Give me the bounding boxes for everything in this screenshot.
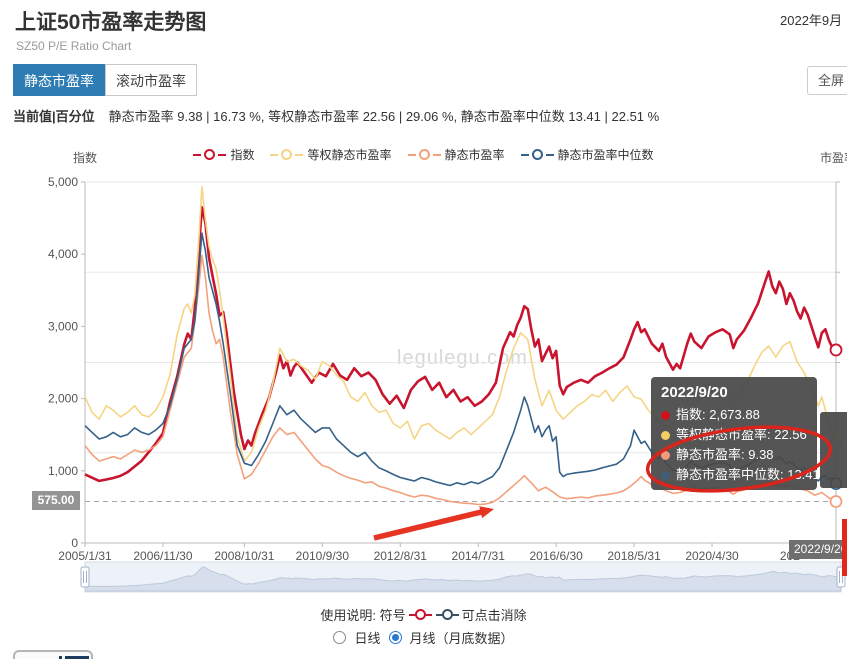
x-axis-tick-label: 2014/7/31 <box>452 549 506 563</box>
legend-symbol-dark-icon <box>435 609 459 620</box>
y-axis-tick-label: 4,000 <box>48 247 78 261</box>
tooltip-row-index: 指数: 2,673.88 <box>661 405 807 425</box>
series-dot-icon <box>661 430 670 440</box>
watermark: legulegu.com <box>397 347 528 369</box>
x-axis-tick-label: 2020/4/30 <box>685 549 739 563</box>
series-dot-icon <box>661 410 670 420</box>
tab-static-pe[interactable]: 静态市盈率 <box>13 64 105 96</box>
bottom-left-clipped-button[interactable] <box>13 650 93 659</box>
usage-instructions: 使用说明: 符号 可点击消除 <box>320 608 527 623</box>
button-glyph-icon <box>59 656 62 659</box>
current-value-row: 当前值|百分位 静态市盈率 9.38 | 16.73 %, 等权静态市盈率 22.… <box>13 106 659 125</box>
right-axis-name: 市盈率 <box>820 151 847 165</box>
navigator-silhouette <box>84 566 842 592</box>
chart-legend: 指数 等权静态市盈率 静态市盈率 静态市盈率中位数 <box>0 146 847 163</box>
x-axis-tick-label: 2006/11/30 <box>133 549 192 563</box>
tooltip-date: 2022/9/20 <box>661 384 728 401</box>
tab-rolling-pe[interactable]: 滚动市盈率 <box>105 64 197 96</box>
x-axis-tick-label: 2010/9/30 <box>296 549 350 563</box>
legend-symbol-red-icon <box>408 609 432 620</box>
tooltip-row-median-pe: 静态市盈率中位数: 13.41 <box>661 465 820 485</box>
series-line-指数 <box>84 206 837 483</box>
x-axis-tick-label: 2012/8/31 <box>374 549 428 563</box>
legend-item-静态市盈率中位数[interactable]: 静态市盈率中位数 <box>520 146 654 163</box>
clipped-red-element <box>842 519 847 576</box>
series-dot-icon <box>661 450 670 460</box>
chart-tooltip: 2022/9/20 指数: 2,673.88 等权静态市盈率: 22.56 静态… <box>651 377 820 490</box>
button-glyph-icon <box>65 656 89 659</box>
header-date: 2022年9月 <box>780 13 843 28</box>
monthly-radio-label[interactable]: 月线（月底数据） <box>409 631 514 646</box>
y-axis-tick-label: 5,000 <box>48 175 78 189</box>
axis-pointer-value-badge-clipped <box>820 412 847 488</box>
legend-item-静态市盈率[interactable]: 静态市盈率 <box>407 146 505 163</box>
x-axis-tick-label: 2018/5/31 <box>607 549 661 563</box>
y-axis-tick-label: 2,000 <box>48 392 78 406</box>
series-dot-icon <box>661 470 670 480</box>
y-axis-tick-label: 3,000 <box>48 319 78 333</box>
page-subtitle: SZ50 P/E Ratio Chart <box>16 39 132 53</box>
daily-radio[interactable] <box>333 631 347 644</box>
frequency-selector: 日线 月线（月底数据） <box>0 628 847 647</box>
daily-radio-label[interactable]: 日线 <box>354 631 381 646</box>
legend-item-指数[interactable]: 指数 <box>193 146 254 163</box>
monthly-radio[interactable] <box>388 631 402 644</box>
axis-pointer-date-badge: 2022/9/20 <box>789 540 847 559</box>
x-axis-tick-label: 2016/6/30 <box>529 549 583 563</box>
dashed-line-value-badge: 575.00 <box>32 491 80 510</box>
fullscreen-button[interactable]: 全屏 <box>807 66 847 95</box>
status-label: 当前值|百分位 <box>13 109 95 124</box>
left-axis-name: 指数 <box>73 151 98 165</box>
y-axis-tick-label: 0 <box>71 536 78 550</box>
navigator-left-handle[interactable] <box>80 566 90 588</box>
status-values: 静态市盈率 9.38 | 16.73 %, 等权静态市盈率 22.56 | 29… <box>108 109 660 124</box>
tooltip-row-static-pe: 静态市盈率: 9.38 <box>661 445 807 465</box>
x-axis-tick-label: 2008/10/31 <box>214 549 274 563</box>
y-axis-tick-label: 1,000 <box>48 464 78 478</box>
series-endpoint-marker <box>829 343 843 357</box>
series-endpoint-marker <box>829 495 843 508</box>
x-axis-tick-label: 2005/1/31 <box>58 549 112 563</box>
page-title: 上证50市盈率走势图 <box>15 11 207 34</box>
legend-item-等权静态市盈率[interactable]: 等权静态市盈率 <box>270 146 392 163</box>
tooltip-row-equal-weight-pe: 等权静态市盈率: 22.56 <box>661 425 807 445</box>
